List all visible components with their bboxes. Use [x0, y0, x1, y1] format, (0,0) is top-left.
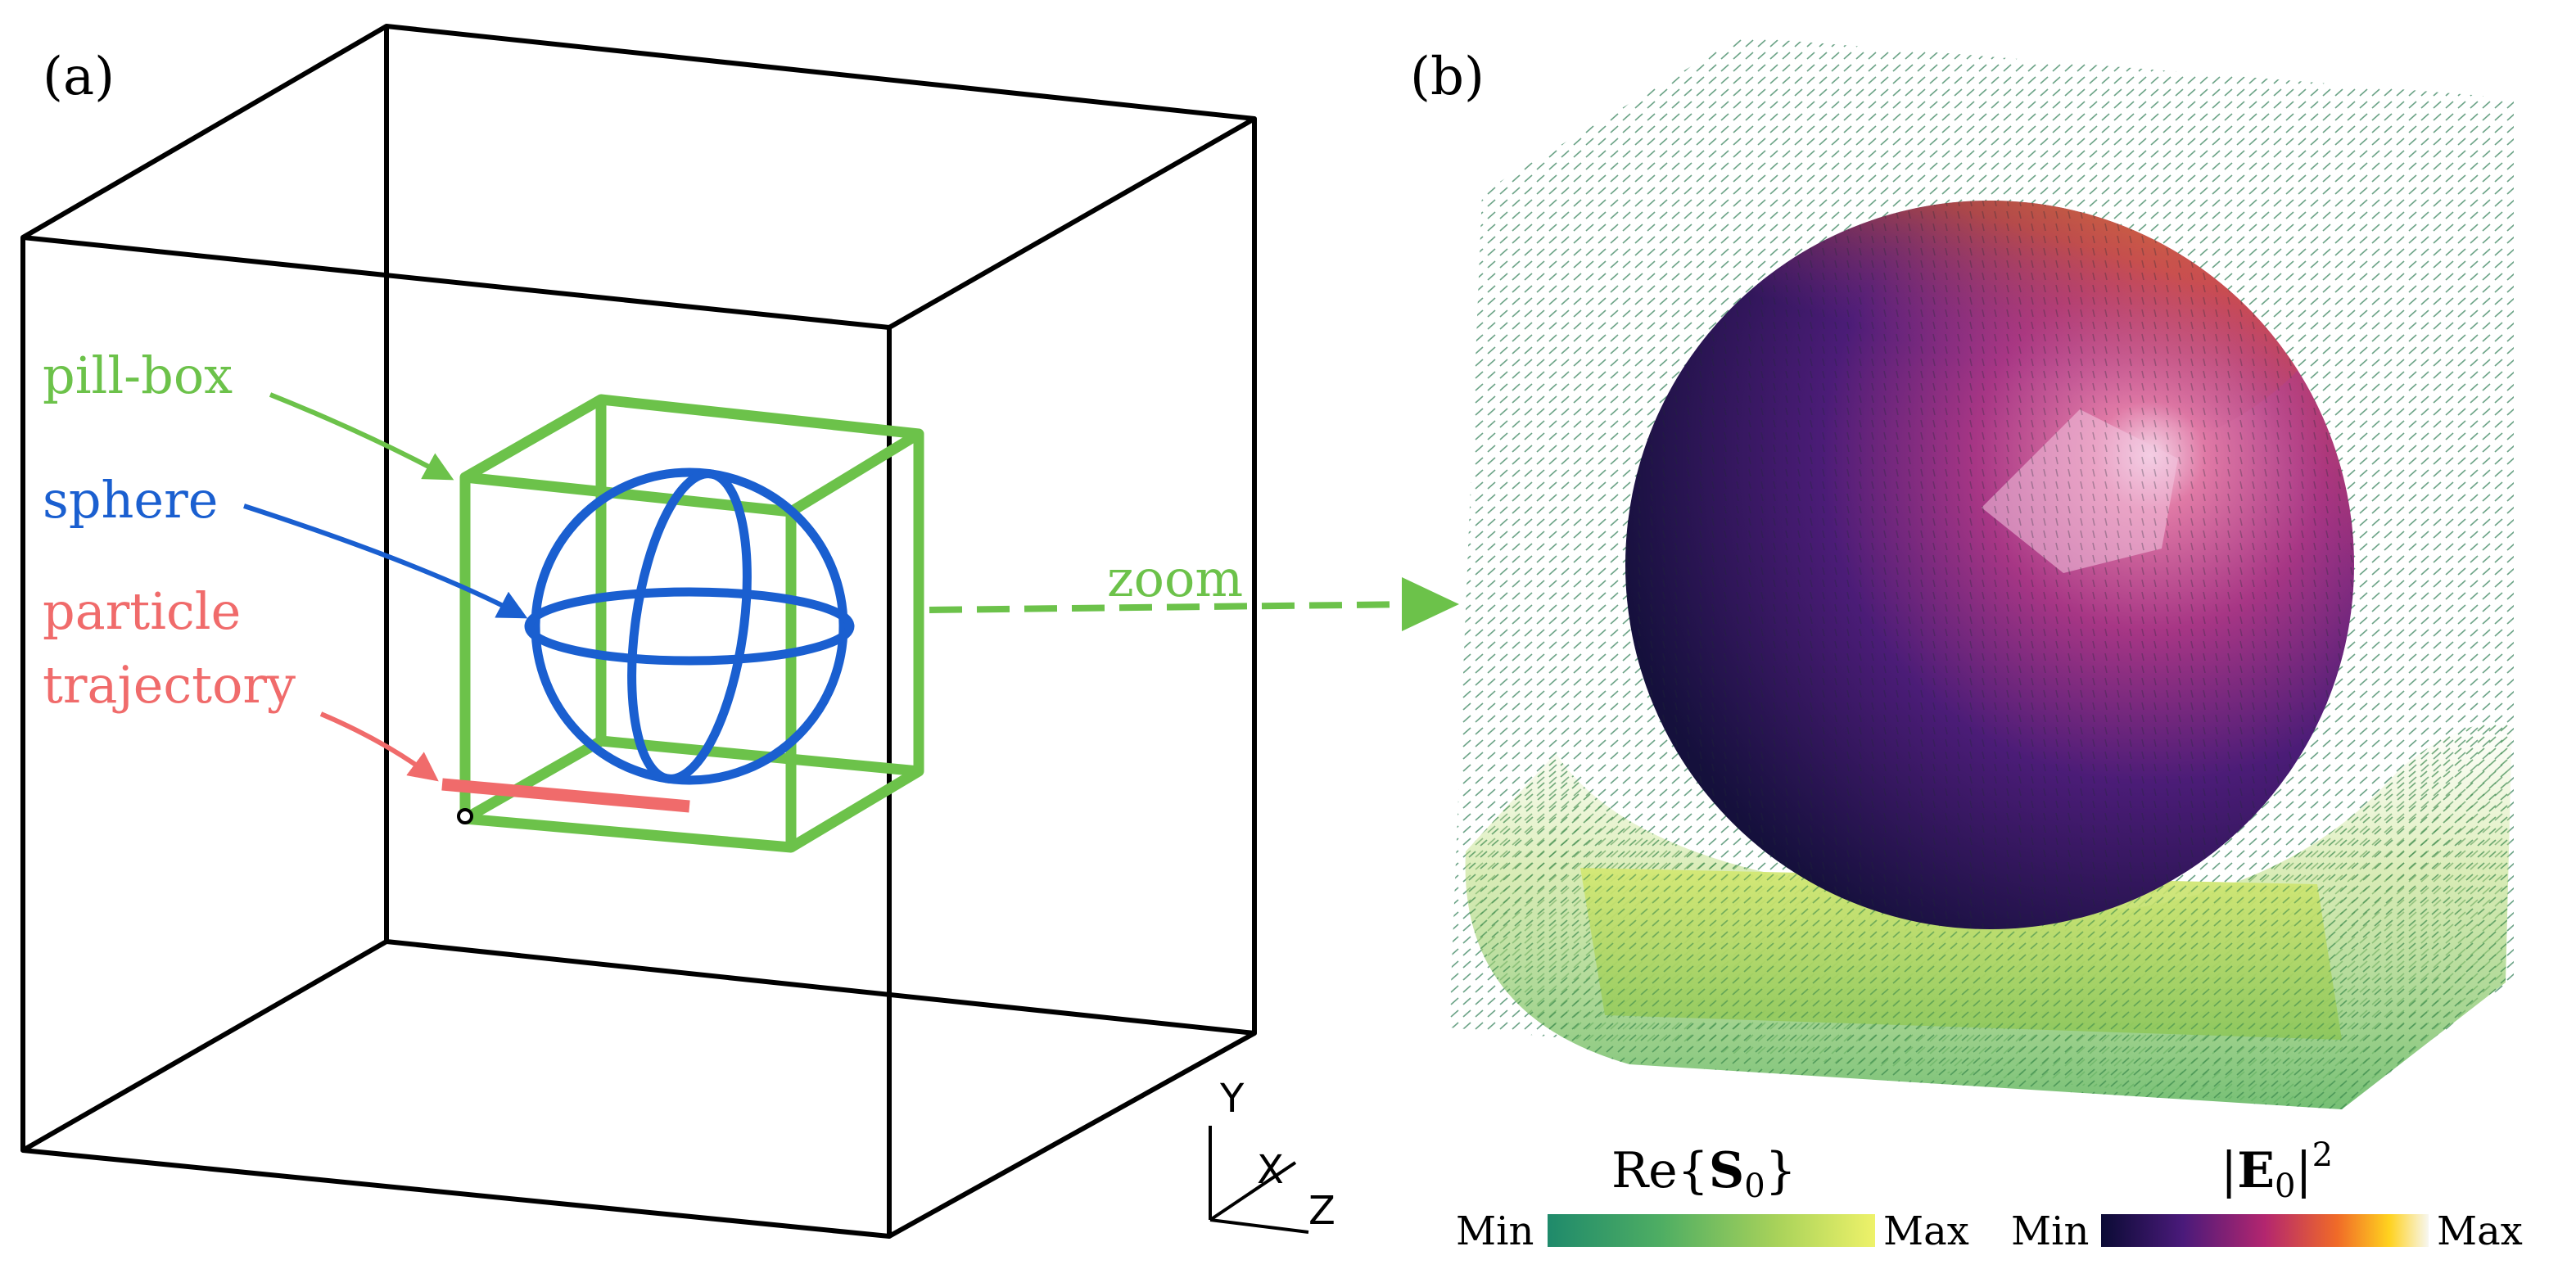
- cb1-title-symbol: S: [1709, 1142, 1744, 1199]
- box-hidden-edges: [21, 26, 1255, 1153]
- pillbox-label: pill-box: [43, 345, 233, 405]
- panel-b-label: (b): [1410, 47, 1485, 107]
- pillbox-pointer-arrow: [269, 392, 454, 481]
- cb2-title-sup: 2: [2312, 1136, 2333, 1174]
- pillbox-back: [462, 400, 920, 824]
- z-axis-label: Z: [1308, 1188, 1335, 1234]
- colorbar-efield-bar: [2101, 1214, 2429, 1247]
- sphere-shading: [1625, 201, 2354, 929]
- panel-b: (b) Re{S0} Min Max |E0|: [1410, 37, 2523, 1254]
- colorbar-efield: |E0|2 Min Max: [2011, 1136, 2523, 1254]
- colorbar-efield-max: Max: [2437, 1208, 2523, 1254]
- zoom-connector: zoom: [929, 549, 1459, 631]
- cb2-title-suffix: |: [2295, 1142, 2312, 1199]
- cb1-title-suffix: }: [1765, 1142, 1796, 1199]
- box-front-edges: [20, 237, 892, 1239]
- colorbar-poynting-min: Min: [1456, 1208, 1534, 1254]
- pillbox-top: [459, 394, 924, 517]
- cb2-title-symbol: E: [2237, 1142, 2275, 1199]
- sphere-label: sphere: [43, 470, 218, 530]
- zoom-dashed-line: [929, 601, 1417, 613]
- cb1-title-prefix: Re{: [1611, 1142, 1709, 1199]
- pillbox-wireframe: [459, 394, 924, 853]
- cb2-title-prefix: |: [2221, 1142, 2237, 1199]
- panel-a-label: (a): [43, 47, 115, 107]
- pillbox-front: [459, 477, 797, 853]
- y-axis-label: Y: [1219, 1076, 1245, 1122]
- box-right-edges: [888, 119, 1257, 1239]
- panel-a: (a) pill-box sphere particle: [20, 24, 1335, 1239]
- z-axis-line: [1209, 1218, 1309, 1234]
- x-axis-label: X: [1257, 1147, 1284, 1193]
- x-axis-line: [1209, 1161, 1297, 1222]
- sphere-meridian: [627, 469, 752, 784]
- trajectory-start-dot: [457, 808, 473, 824]
- cb2-title-sub: 0: [2275, 1167, 2295, 1205]
- colorbar-efield-min: Min: [2011, 1208, 2089, 1254]
- colorbar-poynting-title: Re{S0}: [1611, 1142, 1796, 1205]
- cb1-title-sub: 0: [1744, 1167, 1765, 1205]
- colorbar-poynting-bar: [1548, 1214, 1875, 1247]
- colorbar-efield-title: |E0|2: [2221, 1136, 2333, 1205]
- sphere-pointer-arrow: [243, 504, 528, 619]
- sphere-vector-overlay: [1625, 201, 2354, 929]
- field-slab-arrows: [1580, 868, 2342, 1040]
- sphere-outline: [531, 467, 848, 785]
- simulation-box: [20, 24, 1257, 1239]
- zoom-arrowhead: [1402, 577, 1459, 631]
- zoom-label: zoom: [1107, 549, 1243, 608]
- colorbar-poynting-max: Max: [1883, 1208, 1969, 1254]
- trajectory-pointer-arrow: [319, 711, 439, 782]
- sphere-wireframe: [524, 467, 855, 785]
- particle-label-line1: particle: [43, 581, 241, 641]
- particle-trajectory-line: [441, 778, 690, 813]
- axes-triad: [1209, 1126, 1309, 1234]
- sphere-equator: [524, 587, 855, 666]
- colorbar-poynting: Re{S0} Min Max: [1456, 1142, 1969, 1254]
- sphere-surface: [1625, 201, 2354, 929]
- particle-label-line2: trajectory: [43, 655, 296, 715]
- box-top-face: [20, 24, 1257, 330]
